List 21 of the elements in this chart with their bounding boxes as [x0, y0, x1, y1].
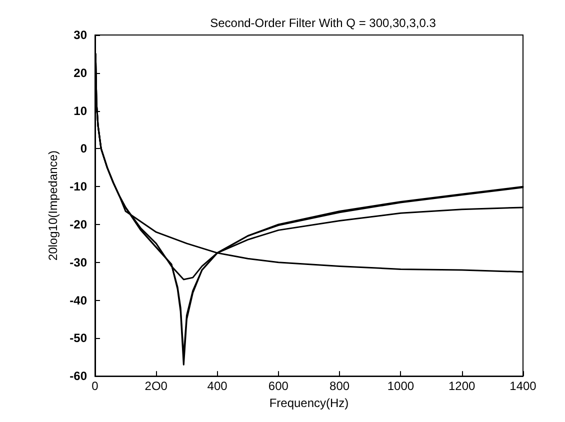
y-axis-title: 20log10(Impedance): [46, 150, 60, 261]
x-tick-label: 2O0: [144, 379, 168, 394]
y-tick-label: 30: [74, 28, 88, 42]
y-tick-label: -20: [70, 218, 88, 232]
x-tick-label: 600: [268, 379, 289, 394]
x-tick-label: 1000: [387, 379, 414, 394]
y-tick-label: -60: [70, 369, 88, 384]
y-tick-label: -30: [70, 255, 88, 270]
chart-title: Second-Order Filter With Q = 300,30,3,0.3: [210, 16, 436, 30]
y-tick-label: -50: [70, 331, 88, 346]
x-tick-label: 1200: [448, 379, 476, 394]
x-axis-title: Frequency(Hz): [269, 396, 349, 410]
x-tick-label: 1400: [510, 379, 537, 394]
y-tick-label: 20: [74, 66, 88, 80]
x-tick-label: 400: [207, 379, 228, 394]
y-tick-label: 10: [74, 104, 88, 118]
x-tick-label: 0: [92, 379, 99, 394]
y-tick-label: -40: [70, 293, 88, 308]
y-tick-label: -10: [70, 180, 88, 194]
y-tick-label: 0: [80, 142, 88, 156]
x-tick-label: 800: [330, 379, 350, 394]
